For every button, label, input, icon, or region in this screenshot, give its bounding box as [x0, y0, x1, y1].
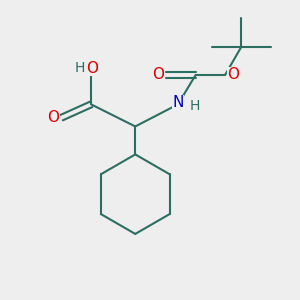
Text: O: O	[152, 68, 164, 82]
Text: O: O	[87, 61, 99, 76]
Text: O: O	[47, 110, 59, 125]
Text: O: O	[227, 68, 239, 82]
Text: N: N	[172, 95, 184, 110]
Text: H: H	[75, 61, 85, 75]
Text: H: H	[190, 99, 200, 113]
